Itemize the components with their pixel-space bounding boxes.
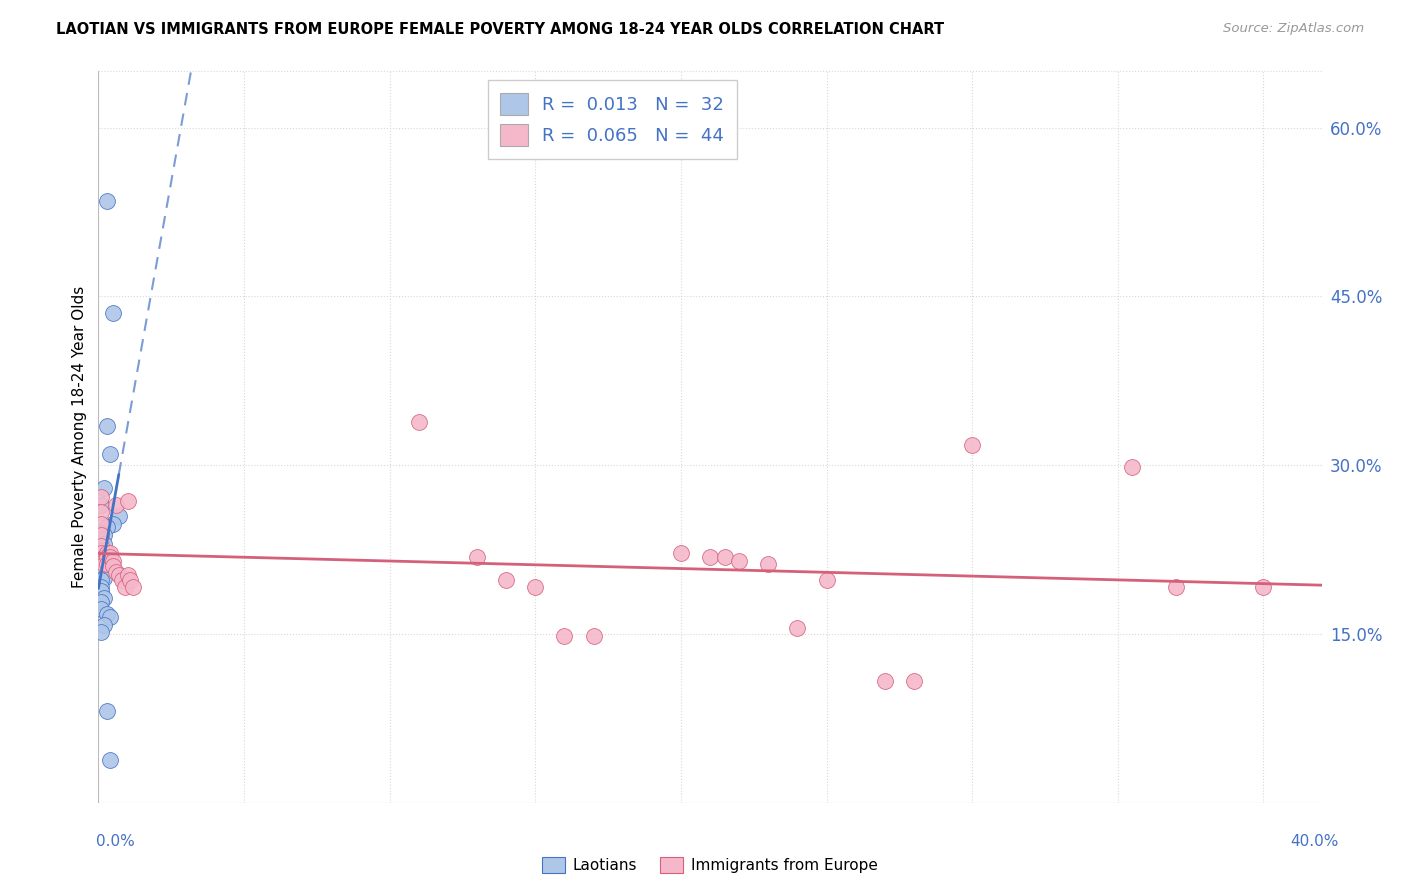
- Point: [90, 546, 112, 560]
- Point: [756, 558, 779, 572]
- Point: [786, 621, 808, 635]
- Point: [1253, 580, 1275, 594]
- Point: [1164, 580, 1187, 594]
- Point: [93, 537, 115, 551]
- Point: [815, 573, 838, 587]
- Point: [101, 559, 124, 574]
- Legend: Laotians, Immigrants from Europe: Laotians, Immigrants from Europe: [536, 851, 884, 880]
- Point: [96, 704, 118, 718]
- Point: [495, 573, 517, 587]
- Point: [90, 506, 112, 520]
- Point: [90, 602, 112, 616]
- Text: 40.0%: 40.0%: [1291, 834, 1339, 849]
- Point: [96, 558, 118, 572]
- Point: [93, 550, 115, 565]
- Point: [108, 568, 131, 582]
- Point: [90, 490, 112, 504]
- Point: [93, 481, 115, 495]
- Point: [98, 610, 121, 624]
- Point: [713, 550, 735, 565]
- Point: [90, 516, 112, 531]
- Point: [93, 528, 115, 542]
- Point: [117, 494, 139, 508]
- Point: [903, 674, 925, 689]
- Point: [465, 550, 488, 565]
- Point: [101, 306, 124, 320]
- Point: [582, 629, 605, 643]
- Point: [93, 558, 115, 572]
- Point: [98, 753, 121, 767]
- Text: LAOTIAN VS IMMIGRANTS FROM EUROPE FEMALE POVERTY AMONG 18-24 YEAR OLDS CORRELATI: LAOTIAN VS IMMIGRANTS FROM EUROPE FEMALE…: [56, 22, 945, 37]
- Point: [108, 508, 131, 523]
- Text: Source: ZipAtlas.com: Source: ZipAtlas.com: [1223, 22, 1364, 36]
- Point: [669, 546, 692, 560]
- Point: [90, 573, 112, 587]
- Point: [93, 571, 115, 585]
- Point: [117, 568, 139, 582]
- Point: [93, 618, 115, 632]
- Point: [90, 584, 112, 599]
- Point: [90, 595, 112, 609]
- Point: [101, 516, 124, 531]
- Point: [90, 559, 112, 574]
- Point: [101, 554, 124, 568]
- Point: [98, 447, 121, 461]
- Point: [122, 580, 145, 594]
- Point: [96, 558, 118, 572]
- Point: [553, 629, 575, 643]
- Point: [93, 554, 115, 568]
- Point: [96, 418, 118, 433]
- Point: [104, 565, 127, 579]
- Point: [408, 416, 430, 430]
- Point: [96, 546, 118, 560]
- Point: [111, 573, 134, 587]
- Point: [873, 674, 896, 689]
- Point: [96, 550, 118, 565]
- Text: 0.0%: 0.0%: [96, 834, 135, 849]
- Point: [960, 438, 983, 452]
- Point: [114, 580, 136, 594]
- Point: [96, 520, 118, 534]
- Point: [90, 528, 112, 542]
- Point: [90, 548, 112, 562]
- Point: [90, 542, 112, 557]
- Point: [96, 546, 118, 560]
- Point: [699, 550, 721, 565]
- Point: [90, 525, 112, 540]
- Point: [90, 565, 112, 579]
- Point: [120, 573, 142, 587]
- Point: [524, 580, 547, 594]
- Point: [90, 539, 112, 553]
- Y-axis label: Female Poverty Among 18-24 Year Olds: Female Poverty Among 18-24 Year Olds: [72, 286, 87, 588]
- Point: [1121, 460, 1143, 475]
- Point: [98, 550, 121, 565]
- Point: [98, 546, 121, 560]
- Point: [90, 624, 112, 639]
- Point: [93, 591, 115, 605]
- Point: [96, 607, 118, 621]
- Point: [96, 194, 118, 208]
- Point: [93, 554, 115, 568]
- Point: [728, 554, 751, 568]
- Point: [90, 580, 112, 594]
- Point: [90, 498, 112, 512]
- Point: [104, 498, 127, 512]
